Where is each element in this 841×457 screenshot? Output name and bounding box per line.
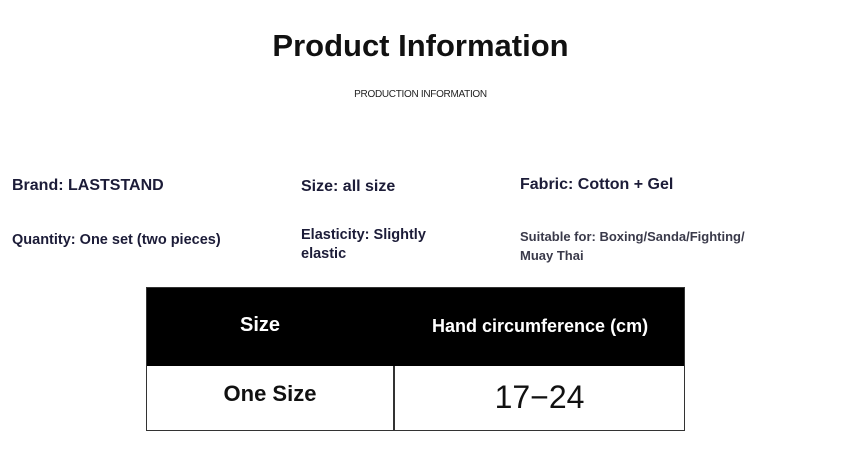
table-row: One Size 17−24 xyxy=(147,366,684,430)
size-table: Size Hand circumference (cm) One Size 17… xyxy=(146,287,685,431)
spec-suitable-line2: Muay Thai xyxy=(520,248,584,263)
spec-elasticity-line1: Elasticity: Slightly xyxy=(301,227,426,243)
spec-size: Size: all size xyxy=(301,178,396,195)
header-hand-circumference: Hand circumference (cm) xyxy=(432,316,649,336)
spec-elasticity: Elasticity: Slightly elastic xyxy=(301,226,426,264)
cell-hand-circumference: 17−24 xyxy=(494,379,585,415)
page-subtitle: PRODUCTION INFORMATION xyxy=(354,89,487,100)
spec-suitable-for: Suitable for: Boxing/Sanda/Fighting/ Mua… xyxy=(520,227,745,265)
spec-suitable-line1: Suitable for: Boxing/Sanda/Fighting/ xyxy=(520,229,745,244)
page-title: Product Information xyxy=(272,28,569,63)
table-header: Size Hand circumference (cm) xyxy=(147,288,684,366)
spec-brand: Brand: LASTSTAND xyxy=(12,177,164,194)
spec-elasticity-line2: elastic xyxy=(301,246,347,262)
header-size: Size xyxy=(240,314,281,336)
cell-size: One Size xyxy=(223,381,317,406)
column-divider xyxy=(393,366,395,430)
spec-fabric: Fabric: Cotton + Gel xyxy=(520,176,674,193)
spec-quantity: Quantity: One set (two pieces) xyxy=(12,232,221,248)
